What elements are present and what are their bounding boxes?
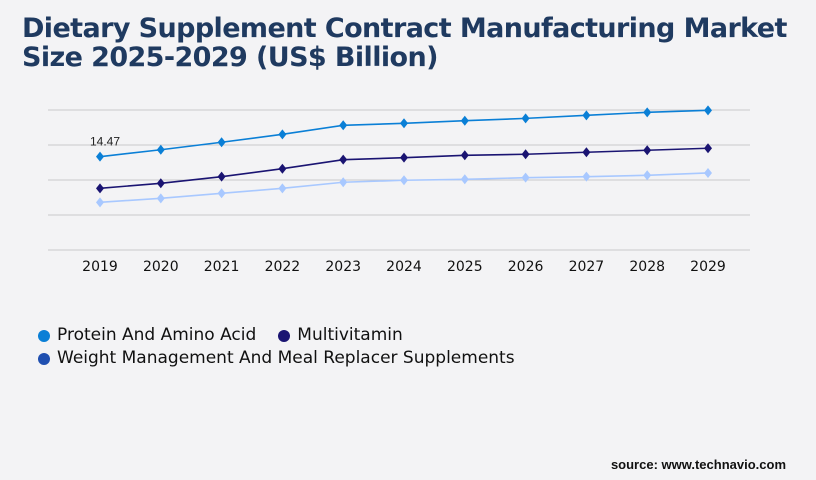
data-point [217,137,226,148]
data-point [582,147,591,158]
x-tick-label: 2026 [508,259,544,275]
x-tick-label: 2021 [204,259,240,275]
data-point [339,177,348,188]
data-point [278,129,287,140]
x-tick-label: 2025 [447,259,483,275]
x-tick-label: 2020 [143,259,179,275]
data-point [582,171,591,182]
x-tick-label: 2024 [386,259,422,275]
x-tick-label: 2027 [569,259,605,275]
data-point [96,197,104,208]
legend-marker [278,330,291,342]
legend-item: Protein And Amino Acid [38,325,256,345]
legend-item: Multivitamin [278,324,403,345]
x-tick-label: 2022 [265,259,301,275]
chart-title: Dietary Supplement Contract Manufacturin… [22,13,787,73]
data-point [521,113,530,124]
data-point [460,115,469,126]
data-point [460,174,469,185]
legend-label: Protein And Amino Acid [57,324,257,345]
data-point [460,150,469,161]
data-point [156,144,165,155]
data-point [96,151,104,162]
data-point [278,183,287,194]
legend-marker [38,330,50,342]
source-text: source: www.technavio.com [610,457,786,472]
data-label: 14.47 [90,135,120,149]
legend-label: Multivitamin [297,324,403,345]
line-chart: 2019 2020 2021 2022 2023 2024 2025 2026 2027 2028… [48,105,750,275]
data-point [156,178,165,189]
data-point [521,149,530,160]
data-point [704,143,712,154]
series-line [99,109,709,158]
data-point [643,170,652,181]
x-tick-label: 2029 [690,259,726,275]
data-point [704,167,712,178]
data-point [400,175,408,186]
data-point [704,105,712,116]
data-point [339,120,348,131]
data-point [339,154,348,165]
data-point [643,107,652,118]
data-point [156,193,165,204]
x-tick-label: 2028 [629,259,665,275]
data-point [217,188,226,199]
data-point [400,152,408,163]
legend-item: Weight Management And Meal Replacer Supp… [38,348,515,368]
legend-label: Weight Management And Meal Replacer Supp… [57,347,515,368]
data-point [400,118,408,129]
data-point [278,163,287,174]
legend: Protein And Amino Acid Multivitamin Weig… [38,323,537,369]
data-point [521,172,530,183]
data-point [643,145,652,156]
x-tick-label: 2023 [325,259,361,275]
legend-marker [38,353,50,365]
data-point [217,171,226,182]
data-point [582,110,591,121]
x-tick-label: 2019 [82,259,118,275]
data-point [96,183,104,194]
